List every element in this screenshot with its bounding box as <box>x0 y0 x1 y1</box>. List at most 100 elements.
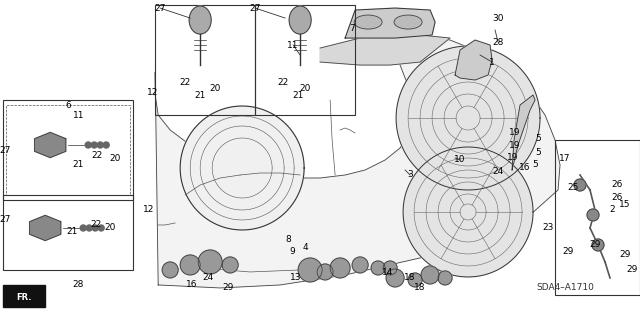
Bar <box>6 105 130 195</box>
Bar <box>555 140 640 295</box>
Text: 24: 24 <box>492 167 504 176</box>
Text: 24: 24 <box>202 273 214 282</box>
Ellipse shape <box>394 15 422 29</box>
Circle shape <box>592 239 604 251</box>
Text: 20: 20 <box>300 84 311 93</box>
Circle shape <box>317 264 333 280</box>
Text: 29: 29 <box>223 284 234 293</box>
Text: 9: 9 <box>289 248 295 256</box>
Circle shape <box>222 257 238 273</box>
Text: 21: 21 <box>67 227 78 236</box>
Text: 4: 4 <box>302 243 308 252</box>
Ellipse shape <box>354 15 382 29</box>
Circle shape <box>352 257 368 273</box>
Text: 11: 11 <box>72 110 84 120</box>
Text: 20: 20 <box>109 153 121 162</box>
Text: 28: 28 <box>72 280 84 289</box>
Polygon shape <box>180 106 304 230</box>
Circle shape <box>86 225 92 231</box>
Ellipse shape <box>189 6 211 34</box>
Circle shape <box>80 225 86 231</box>
Text: 19: 19 <box>508 152 519 161</box>
Text: 26: 26 <box>611 194 623 203</box>
Text: 23: 23 <box>542 224 554 233</box>
Text: 13: 13 <box>291 273 302 282</box>
Text: 11: 11 <box>287 41 299 49</box>
Circle shape <box>421 266 439 284</box>
Text: 28: 28 <box>492 38 504 47</box>
Text: 18: 18 <box>414 284 426 293</box>
Polygon shape <box>155 35 560 288</box>
Text: 5: 5 <box>535 147 541 157</box>
Polygon shape <box>320 35 450 65</box>
Text: 29: 29 <box>563 248 573 256</box>
Text: 21: 21 <box>292 91 304 100</box>
Text: 27: 27 <box>0 145 11 154</box>
Text: 16: 16 <box>186 280 198 289</box>
Polygon shape <box>512 95 535 170</box>
Text: 8: 8 <box>285 235 291 244</box>
Text: 26: 26 <box>611 181 623 189</box>
Circle shape <box>97 142 103 148</box>
Text: FR.: FR. <box>17 293 32 302</box>
Bar <box>255 5 355 115</box>
Polygon shape <box>345 8 435 38</box>
Polygon shape <box>396 46 540 190</box>
Text: 21: 21 <box>72 160 84 169</box>
Polygon shape <box>403 147 533 277</box>
Circle shape <box>371 261 385 275</box>
Text: 1: 1 <box>489 57 495 67</box>
Circle shape <box>330 258 350 278</box>
Text: 5: 5 <box>535 134 541 143</box>
Text: 7: 7 <box>349 24 355 33</box>
Circle shape <box>85 142 92 148</box>
Circle shape <box>180 255 200 275</box>
Circle shape <box>383 261 397 275</box>
Text: 15: 15 <box>620 200 631 210</box>
Circle shape <box>298 258 322 282</box>
Text: SDA4–A1710: SDA4–A1710 <box>536 284 594 293</box>
Text: 29: 29 <box>627 265 637 274</box>
Text: 25: 25 <box>567 183 579 192</box>
Text: 12: 12 <box>147 87 158 97</box>
Ellipse shape <box>289 6 311 34</box>
Text: 10: 10 <box>454 155 466 165</box>
Polygon shape <box>455 40 492 80</box>
Circle shape <box>198 250 222 274</box>
Circle shape <box>587 209 599 221</box>
Bar <box>3 100 133 200</box>
Text: 19: 19 <box>509 140 521 150</box>
Text: 12: 12 <box>143 205 154 214</box>
Text: 27: 27 <box>250 4 261 12</box>
Text: 22: 22 <box>91 220 102 229</box>
Circle shape <box>408 273 422 287</box>
Text: 18: 18 <box>404 273 416 282</box>
Text: 5: 5 <box>532 160 538 169</box>
Text: 29: 29 <box>620 250 630 259</box>
Circle shape <box>98 225 104 231</box>
Polygon shape <box>35 132 66 158</box>
Circle shape <box>92 225 98 231</box>
Circle shape <box>92 142 97 148</box>
Text: 29: 29 <box>589 241 601 249</box>
Text: 3: 3 <box>407 170 413 180</box>
Text: 20: 20 <box>104 224 116 233</box>
Text: 14: 14 <box>383 269 394 278</box>
Text: 27: 27 <box>0 215 11 225</box>
Polygon shape <box>29 215 61 241</box>
Text: 22: 22 <box>180 78 191 86</box>
Text: 22: 22 <box>278 78 289 86</box>
Circle shape <box>103 142 109 148</box>
Text: 16: 16 <box>519 164 531 173</box>
Text: 19: 19 <box>509 128 521 137</box>
Circle shape <box>386 269 404 287</box>
Bar <box>3 195 133 270</box>
Text: 2: 2 <box>609 205 615 214</box>
Text: 6: 6 <box>65 100 71 109</box>
Text: 27: 27 <box>154 4 166 12</box>
Circle shape <box>438 271 452 285</box>
Bar <box>3 285 45 307</box>
Text: 17: 17 <box>559 153 571 162</box>
Text: 21: 21 <box>195 91 206 100</box>
Circle shape <box>162 262 178 278</box>
